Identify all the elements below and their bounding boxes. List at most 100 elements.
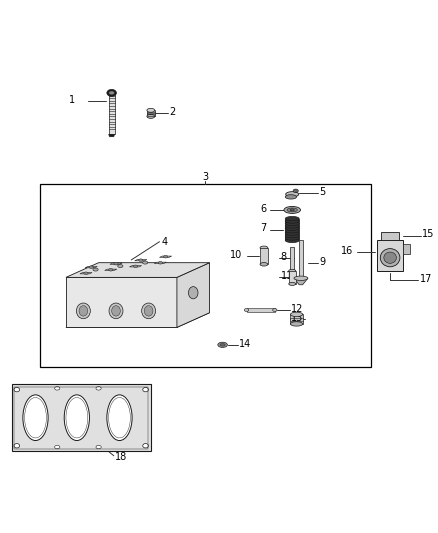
Text: 13: 13 (291, 313, 304, 323)
Ellipse shape (260, 246, 268, 249)
Text: 16: 16 (341, 246, 353, 256)
Text: 18: 18 (115, 451, 127, 462)
Bar (290, 314, 303, 324)
Ellipse shape (290, 312, 303, 317)
Ellipse shape (89, 266, 93, 269)
Ellipse shape (285, 221, 299, 225)
Polygon shape (66, 263, 209, 277)
Ellipse shape (55, 446, 60, 449)
Ellipse shape (147, 108, 155, 112)
Ellipse shape (286, 192, 299, 197)
Ellipse shape (144, 305, 153, 316)
Ellipse shape (188, 287, 198, 299)
Ellipse shape (79, 305, 88, 316)
Ellipse shape (285, 226, 299, 230)
Ellipse shape (143, 443, 148, 448)
Text: 7: 7 (260, 223, 266, 233)
Polygon shape (66, 277, 177, 327)
Bar (381, 232, 399, 239)
Bar (40, 184, 371, 367)
Polygon shape (109, 134, 115, 137)
Ellipse shape (55, 386, 60, 390)
Ellipse shape (285, 236, 299, 240)
Ellipse shape (118, 264, 123, 268)
Ellipse shape (114, 262, 118, 265)
Ellipse shape (293, 189, 298, 192)
Bar (289, 271, 296, 284)
Text: 17: 17 (420, 274, 432, 284)
Ellipse shape (109, 91, 114, 95)
Bar (285, 219, 299, 240)
Ellipse shape (109, 398, 131, 438)
Polygon shape (80, 272, 92, 274)
Ellipse shape (272, 309, 277, 311)
Polygon shape (105, 269, 117, 270)
Polygon shape (130, 265, 141, 267)
Ellipse shape (134, 265, 138, 268)
Polygon shape (154, 262, 166, 263)
Bar (290, 247, 294, 279)
Ellipse shape (220, 343, 225, 346)
Ellipse shape (112, 305, 120, 316)
Polygon shape (135, 260, 147, 261)
Ellipse shape (107, 90, 117, 96)
Bar (377, 239, 403, 271)
Ellipse shape (289, 282, 296, 286)
Ellipse shape (285, 231, 299, 235)
Text: 6: 6 (260, 204, 266, 214)
Text: 15: 15 (422, 229, 434, 239)
Text: 8: 8 (280, 252, 286, 262)
Bar (11, 384, 151, 451)
Bar (109, 93, 115, 134)
Ellipse shape (141, 303, 155, 319)
Ellipse shape (294, 276, 308, 280)
Polygon shape (66, 313, 209, 327)
Text: 3: 3 (202, 172, 208, 182)
Text: 14: 14 (239, 338, 251, 349)
Ellipse shape (142, 261, 148, 264)
Text: 2: 2 (170, 107, 176, 117)
Ellipse shape (25, 398, 46, 438)
Ellipse shape (218, 342, 227, 348)
Text: 5: 5 (320, 187, 326, 197)
Polygon shape (177, 263, 209, 327)
Ellipse shape (66, 398, 88, 438)
Ellipse shape (158, 262, 162, 264)
Ellipse shape (109, 303, 123, 319)
Bar (147, 110, 155, 116)
Bar (299, 240, 303, 277)
Ellipse shape (244, 309, 249, 311)
Text: 1: 1 (68, 95, 74, 105)
Ellipse shape (64, 395, 89, 441)
Ellipse shape (138, 259, 143, 262)
Ellipse shape (96, 446, 101, 449)
Ellipse shape (163, 255, 168, 258)
Text: 9: 9 (320, 257, 326, 267)
Ellipse shape (285, 229, 299, 233)
Ellipse shape (76, 303, 90, 319)
Polygon shape (294, 278, 308, 285)
Ellipse shape (143, 387, 148, 392)
Ellipse shape (384, 252, 396, 263)
Bar (403, 244, 410, 254)
Text: 12: 12 (291, 304, 304, 314)
Ellipse shape (290, 209, 294, 211)
Polygon shape (85, 266, 97, 268)
Ellipse shape (287, 208, 297, 212)
Text: 11: 11 (280, 271, 293, 281)
Bar (14, 386, 148, 449)
Bar (247, 309, 275, 311)
Ellipse shape (285, 224, 299, 228)
Ellipse shape (23, 395, 48, 441)
Ellipse shape (147, 115, 155, 118)
Ellipse shape (84, 272, 88, 274)
Text: 4: 4 (162, 237, 168, 247)
Ellipse shape (93, 268, 98, 271)
Ellipse shape (285, 238, 299, 243)
Ellipse shape (285, 219, 299, 223)
Ellipse shape (284, 206, 300, 213)
Bar (260, 248, 268, 264)
Text: 10: 10 (230, 250, 242, 260)
Ellipse shape (260, 263, 268, 266)
Polygon shape (159, 256, 172, 257)
